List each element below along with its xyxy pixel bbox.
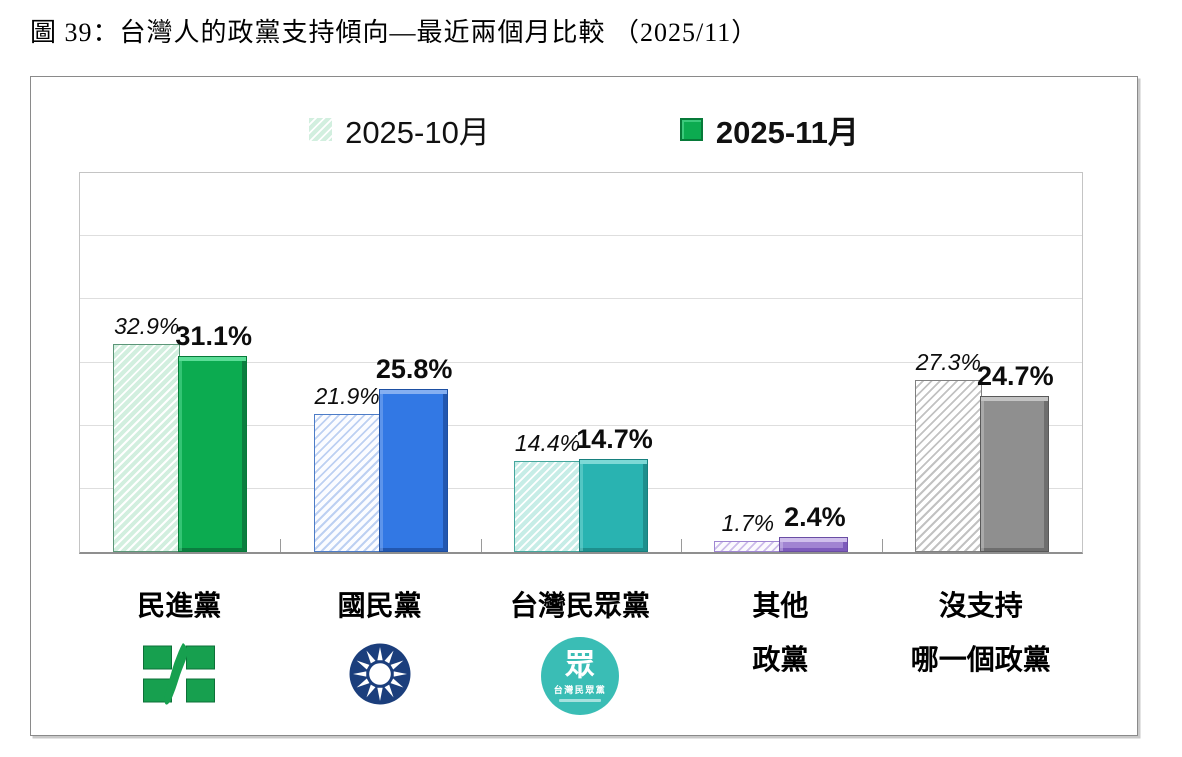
axis-tick [280,539,282,552]
axis-tick [480,539,482,552]
category-no-party: 沒支持 哪一個政黨 [871,579,1091,687]
value-label-curr-other-party: 2.4% [784,501,846,532]
bar-prev-tpp [514,461,581,552]
tpp-logo-character: 眾 [565,649,595,682]
category-label: 其他 [752,590,809,621]
category-label: 哪一個政黨 [910,644,1051,675]
tpp-logo-subline [559,699,601,702]
figure-title: 圖 39：台灣人的政黨支持傾向—最近兩個月比較 （2025/11） [30,18,759,47]
bar-prev-no-party [914,379,982,552]
value-label-prev-dpp: 32.9% [114,313,180,340]
category-kmt: 國民黨 [270,579,490,705]
x-axis-labels: 民進黨 國民黨 台灣民眾黨 眾 台灣民眾黨 其他政黨 沒支持哪一個政黨 [79,579,1081,729]
value-label-curr-dpp: 31.1% [175,320,252,351]
dpp-logo-icon [143,643,216,705]
legend-item-2025-11: 2025-11月 [679,107,859,152]
legend-item-2025-10: 2025-10月 [309,107,490,152]
chart-frame: 2025-10月 2025-11月 32.9% 31.1% 21.9% 25.8% 14… [30,76,1138,736]
gridline [80,298,1082,300]
category-tpp: 台灣民眾黨 眾 台灣民眾黨 [470,579,690,715]
value-label-prev-no-party: 27.3% [915,348,981,375]
category-label: 國民黨 [337,590,422,621]
axis-tick [881,539,883,552]
legend-label-2025-10: 2025-10月 [345,115,490,150]
bar-prev-kmt [313,413,381,552]
value-label-prev-tpp: 14.4% [514,430,581,457]
tpp-logo-name: 台灣民眾黨 [553,685,607,695]
bar-prev-other-party [714,541,782,552]
bar-curr-no-party [979,395,1049,552]
value-label-curr-kmt: 25.8% [375,354,453,385]
gridline [80,361,1082,363]
tpp-logo-icon: 眾 台灣民眾黨 [541,637,619,715]
category-label: 沒支持 [938,590,1023,621]
bar-curr-other-party [779,536,849,552]
category-other-party: 其他 政黨 [670,579,890,687]
category-label: 政黨 [752,644,809,675]
category-label: 民進黨 [137,590,222,621]
legend-swatch-solid-icon [679,118,703,141]
category-dpp: 民進黨 [69,579,289,705]
value-label-prev-kmt: 21.9% [314,382,380,409]
legend-swatch-hatched-icon [309,118,333,141]
bar-prev-dpp [113,344,181,552]
gridline [80,235,1082,237]
bar-curr-dpp [178,355,248,552]
category-label: 台灣民眾黨 [509,590,650,621]
kmt-logo-icon [349,643,411,705]
chart-legend: 2025-10月 2025-11月 [31,107,1137,152]
bar-curr-tpp [579,459,648,552]
value-label-curr-tpp: 14.7% [576,424,653,455]
legend-label-2025-11: 2025-11月 [715,115,859,150]
plot-area: 32.9% 31.1% 21.9% 25.8% 14.4% 14.7% 1.7% 2.4% 27… [79,172,1083,554]
gridline [80,424,1082,426]
bar-curr-kmt [378,389,448,552]
value-label-prev-other-party: 1.7% [721,510,775,537]
value-label-curr-no-party: 24.7% [977,360,1054,391]
axis-tick [681,539,683,552]
